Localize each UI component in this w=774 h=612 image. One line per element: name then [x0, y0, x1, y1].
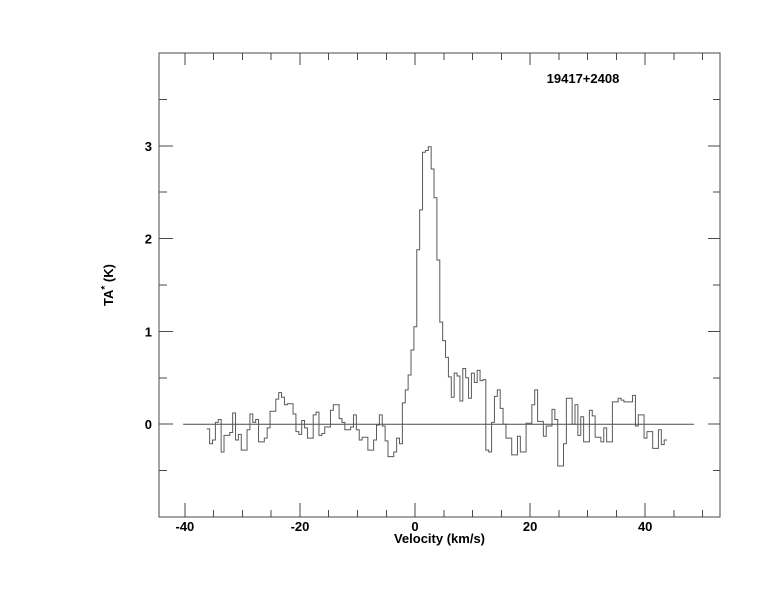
- y-tick-label: 3: [145, 139, 152, 154]
- y-tick-label: 2: [145, 232, 152, 247]
- y-tick-label: 1: [145, 324, 152, 339]
- source-title: 19417+2408: [547, 71, 620, 86]
- y-axis-label-unit: (K): [101, 264, 116, 286]
- spectrum-line: [206, 146, 668, 467]
- x-axis-label: Velocity (km/s): [394, 531, 485, 546]
- x-tick-label: -40: [175, 519, 194, 534]
- y-tick-label: 0: [145, 417, 152, 432]
- y-axis-label-base: TA: [101, 289, 116, 306]
- y-axis-label: TA* (K): [100, 264, 116, 306]
- x-tick-label: 40: [638, 519, 652, 534]
- x-tick-label: 20: [523, 519, 537, 534]
- y-axis-label-superscript: *: [100, 286, 111, 290]
- x-tick-label: -20: [291, 519, 310, 534]
- x-tick-label: 0: [411, 519, 418, 534]
